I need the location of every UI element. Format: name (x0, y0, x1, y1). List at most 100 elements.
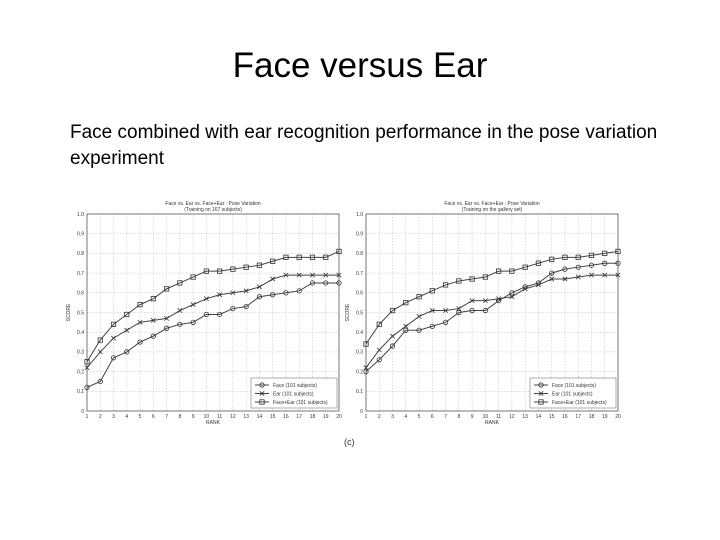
data-point-square (256, 262, 263, 268)
x-tick-label: 7 (165, 414, 168, 420)
x-marker-stroke (496, 296, 502, 302)
data-point-square (549, 256, 555, 262)
data-point-x (549, 276, 555, 282)
x-marker-stroke (549, 276, 555, 282)
data-point-x (535, 282, 541, 288)
data-point-circle (509, 290, 515, 296)
x-tick-label: 6 (152, 414, 155, 420)
data-point-circle (256, 294, 263, 300)
chart-right: Face vs. Ear vs. Face+Ear : Pose Variati… (345, 201, 621, 426)
data-point-x (615, 272, 621, 278)
x-tick-label: 4 (404, 414, 407, 420)
x-tick-label: 1 (86, 414, 89, 420)
y-tick-label: 1.0 (77, 212, 84, 218)
chart-subtitle: (Training on the gallery set) (462, 207, 523, 213)
data-point-circle (442, 319, 449, 325)
data-point-x (177, 308, 183, 314)
x-marker-stroke (124, 327, 130, 333)
data-point-x (456, 306, 462, 312)
chart-title: Face vs. Ear vs. Face+Ear : Pose Variati… (444, 201, 540, 207)
data-point-circle (416, 327, 422, 333)
data-point-square (309, 254, 316, 260)
series-line-circle (365, 262, 618, 372)
x-tick-label: 18 (589, 414, 595, 420)
data-point-square (97, 337, 103, 343)
y-tick-label: 0.5 (77, 310, 84, 316)
y-tick-label: 0.8 (356, 251, 363, 257)
data-point-square (124, 311, 130, 318)
data-point-circle (376, 357, 382, 363)
data-point-circle (588, 262, 595, 268)
x-marker-stroke (270, 276, 276, 282)
data-point-square (270, 258, 276, 264)
x-marker-stroke (336, 272, 342, 278)
data-point-circle (575, 264, 581, 270)
legend-marker-circle (259, 382, 265, 388)
y-tick-label: 0.2 (77, 369, 84, 375)
data-point-circle (602, 260, 608, 266)
data-point-circle (469, 307, 475, 314)
data-point-circle (562, 266, 568, 272)
y-tick-label: 0.7 (77, 271, 84, 277)
data-point-square (482, 274, 488, 280)
x-marker-stroke (509, 294, 515, 300)
chart-title: Face vs. Ear vs. Face+Ear : Pose Variati… (165, 201, 261, 207)
x-marker-stroke (538, 391, 544, 396)
data-point-circle (389, 343, 396, 349)
data-point-square (230, 266, 236, 272)
data-point-x (283, 272, 289, 278)
data-point-square (217, 268, 223, 274)
data-point-circle (309, 280, 316, 286)
data-point-circle (363, 369, 369, 375)
data-point-square (203, 268, 209, 274)
data-point-circle (615, 260, 621, 266)
chart-subtitle: (Training on 167 subjects) (184, 207, 242, 213)
data-point-circle (429, 323, 435, 329)
x-marker-stroke (137, 319, 143, 325)
x-marker-stroke (482, 298, 488, 304)
data-point-x (390, 333, 396, 339)
data-point-x (137, 319, 143, 325)
data-point-x (164, 315, 170, 321)
data-point-square (442, 282, 449, 288)
x-marker-stroke (443, 308, 449, 314)
data-point-square (496, 268, 502, 274)
x-marker-stroke (562, 276, 568, 282)
x-marker-stroke (588, 272, 594, 278)
x-marker-stroke (217, 292, 223, 298)
y-tick-label: 0.1 (77, 389, 84, 395)
data-point-circle (456, 309, 462, 316)
plot-frame (365, 213, 619, 412)
data-point-circle (296, 288, 302, 294)
y-tick-label: 0.6 (77, 291, 84, 297)
data-point-square (562, 254, 568, 260)
y-tick-label: 0.1 (356, 389, 363, 395)
data-point-x (575, 274, 581, 280)
data-point-x (376, 347, 382, 353)
data-point-x (403, 323, 409, 329)
data-point-square (575, 254, 581, 260)
data-point-square (389, 307, 396, 314)
legend-entry: Ear (101 subjects) (552, 391, 593, 397)
x-tick-label: 8 (178, 414, 181, 420)
data-point-x (296, 272, 302, 278)
y-axis-label: SCORE (66, 303, 72, 321)
data-point-square (137, 302, 143, 308)
data-point-square (177, 280, 183, 286)
x-tick-label: 15 (270, 414, 276, 420)
x-tick-label: 19 (323, 414, 329, 420)
x-tick-label: 17 (296, 414, 302, 420)
y-tick-label: 0.5 (356, 310, 363, 316)
data-point-x (190, 302, 196, 308)
x-marker-stroke (150, 317, 156, 323)
x-tick-label: 13 (522, 414, 528, 420)
y-tick-label: 0 (81, 409, 84, 415)
x-tick-label: 8 (457, 414, 460, 420)
data-point-x (588, 272, 594, 278)
data-point-x (323, 272, 329, 278)
data-point-circle (336, 280, 342, 286)
y-tick-label: 0.9 (77, 232, 84, 238)
x-marker-stroke (522, 286, 528, 292)
data-point-square (588, 252, 595, 258)
data-point-x (429, 308, 435, 314)
